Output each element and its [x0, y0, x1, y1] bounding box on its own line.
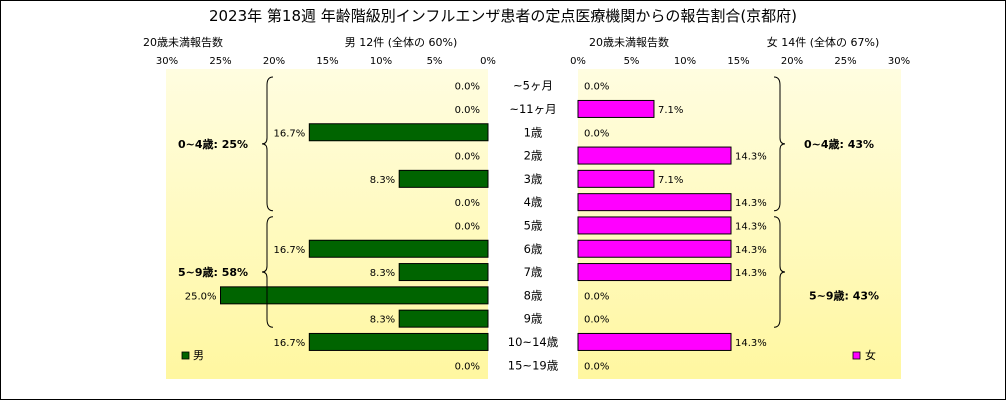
female-bar: [577, 239, 732, 258]
category-label: ~5ヶ月: [513, 79, 553, 93]
category-label: 2歳: [524, 149, 543, 163]
category-label: 4歳: [524, 195, 543, 209]
male-bar: [308, 332, 489, 351]
female-under20-label: 20歳未満報告数: [589, 36, 669, 49]
category-label: 7歳: [524, 265, 543, 279]
female-bar: [577, 216, 732, 235]
female-value-label: 0.0%: [584, 361, 609, 372]
male-bar: [220, 286, 489, 305]
male-bar: [398, 263, 489, 282]
male-value-label: 16.7%: [274, 338, 306, 349]
category-label: 6歳: [524, 242, 543, 256]
female-value-label: 14.3%: [735, 198, 767, 209]
male-axis-tick: 25%: [209, 56, 231, 67]
male-axis-tick: 15%: [316, 56, 338, 67]
male-bar: [398, 169, 489, 188]
female-axis-tick: 30%: [888, 56, 910, 67]
female-value-label: 0.0%: [584, 291, 609, 302]
male-under20-label: 20歳未満報告数: [143, 36, 223, 49]
female-summary: 女 14件 (全体の 67%): [767, 35, 880, 49]
male-axis-tick: 0%: [480, 56, 496, 67]
male-value-label: 0.0%: [455, 221, 480, 232]
male-summary: 男 12件 (全体の 60%): [345, 35, 458, 49]
male-value-label: 0.0%: [455, 152, 480, 163]
male-axis-tick: 30%: [156, 56, 178, 67]
male-group-label-5-9: 5~9歳: 58%: [178, 265, 248, 279]
male-value-label: 8.3%: [370, 268, 395, 279]
male-value-label: 8.3%: [370, 175, 395, 186]
female-legend-label: 女: [865, 348, 876, 362]
male-value-label: 0.0%: [455, 361, 480, 372]
female-brace-0-4: [773, 76, 786, 212]
male-bar: [308, 239, 489, 258]
male-legend-label: 男: [193, 349, 204, 362]
female-brace-5-9: [773, 216, 786, 328]
female-value-label: 7.1%: [658, 175, 683, 186]
female-bar: [577, 99, 655, 118]
male-axis-tick: 10%: [370, 56, 392, 67]
male-value-label: 25.0%: [185, 291, 217, 302]
female-value-label: 14.3%: [735, 245, 767, 256]
female-bar: [577, 263, 732, 282]
female-value-label: 0.0%: [584, 128, 609, 139]
male-axis-tick: 20%: [263, 56, 285, 67]
female-value-label: 7.1%: [658, 105, 683, 116]
female-axis-tick: 5%: [624, 56, 640, 67]
category-label: 5歳: [524, 218, 543, 232]
female-bar: [577, 193, 732, 212]
male-brace-5-9: [261, 216, 274, 328]
male-bar: [308, 123, 489, 142]
female-bar: [577, 146, 732, 165]
female-value-label: 14.3%: [735, 268, 767, 279]
female-legend-swatch: [852, 351, 861, 360]
category-label: 15~19歳: [508, 358, 559, 372]
male-value-label: 0.0%: [455, 198, 480, 209]
male-value-label: 16.7%: [274, 128, 306, 139]
female-value-label: 14.3%: [735, 152, 767, 163]
male-value-label: 8.3%: [370, 315, 395, 326]
female-bar: [577, 332, 732, 351]
female-axis-tick: 10%: [674, 56, 696, 67]
category-label: 3歳: [524, 172, 543, 186]
female-group-label-5-9: 5~9歳: 43%: [809, 288, 879, 302]
category-label: 8歳: [524, 288, 543, 302]
female-value-label: 0.0%: [584, 315, 609, 326]
male-value-label: 0.0%: [455, 105, 480, 116]
category-label: 10~14歳: [508, 335, 559, 349]
male-brace-0-4: [261, 76, 274, 212]
male-bar: [398, 309, 489, 328]
category-label: ~11ヶ月: [509, 102, 556, 116]
male-group-label-0-4: 0~4歳: 25%: [178, 137, 248, 151]
male-plot-background: [166, 69, 488, 379]
female-axis-tick: 15%: [727, 56, 749, 67]
female-axis-tick: 25%: [834, 56, 856, 67]
female-group-label-0-4: 0~4歳: 43%: [804, 137, 874, 151]
male-legend-swatch: [181, 351, 190, 360]
female-bar: [577, 169, 655, 188]
female-value-label: 14.3%: [735, 338, 767, 349]
male-value-label: 16.7%: [274, 245, 306, 256]
female-value-label: 0.0%: [584, 82, 609, 93]
category-label: 1歳: [524, 125, 543, 139]
chart-title: 2023年 第18週 年齢階級別インフルエンザ患者の定点医療機関からの報告割合(…: [209, 7, 797, 25]
female-axis-tick: 0%: [570, 56, 586, 67]
female-value-label: 14.3%: [735, 221, 767, 232]
male-value-label: 0.0%: [455, 82, 480, 93]
category-label: 9歳: [524, 312, 543, 326]
female-axis-tick: 20%: [781, 56, 803, 67]
male-axis-tick: 5%: [427, 56, 443, 67]
plot-area: 0% 0% 5% 5% 10% 10% 15% 15% 20% 20% 25% 25% 30% 30% 0.…: [156, 56, 910, 379]
